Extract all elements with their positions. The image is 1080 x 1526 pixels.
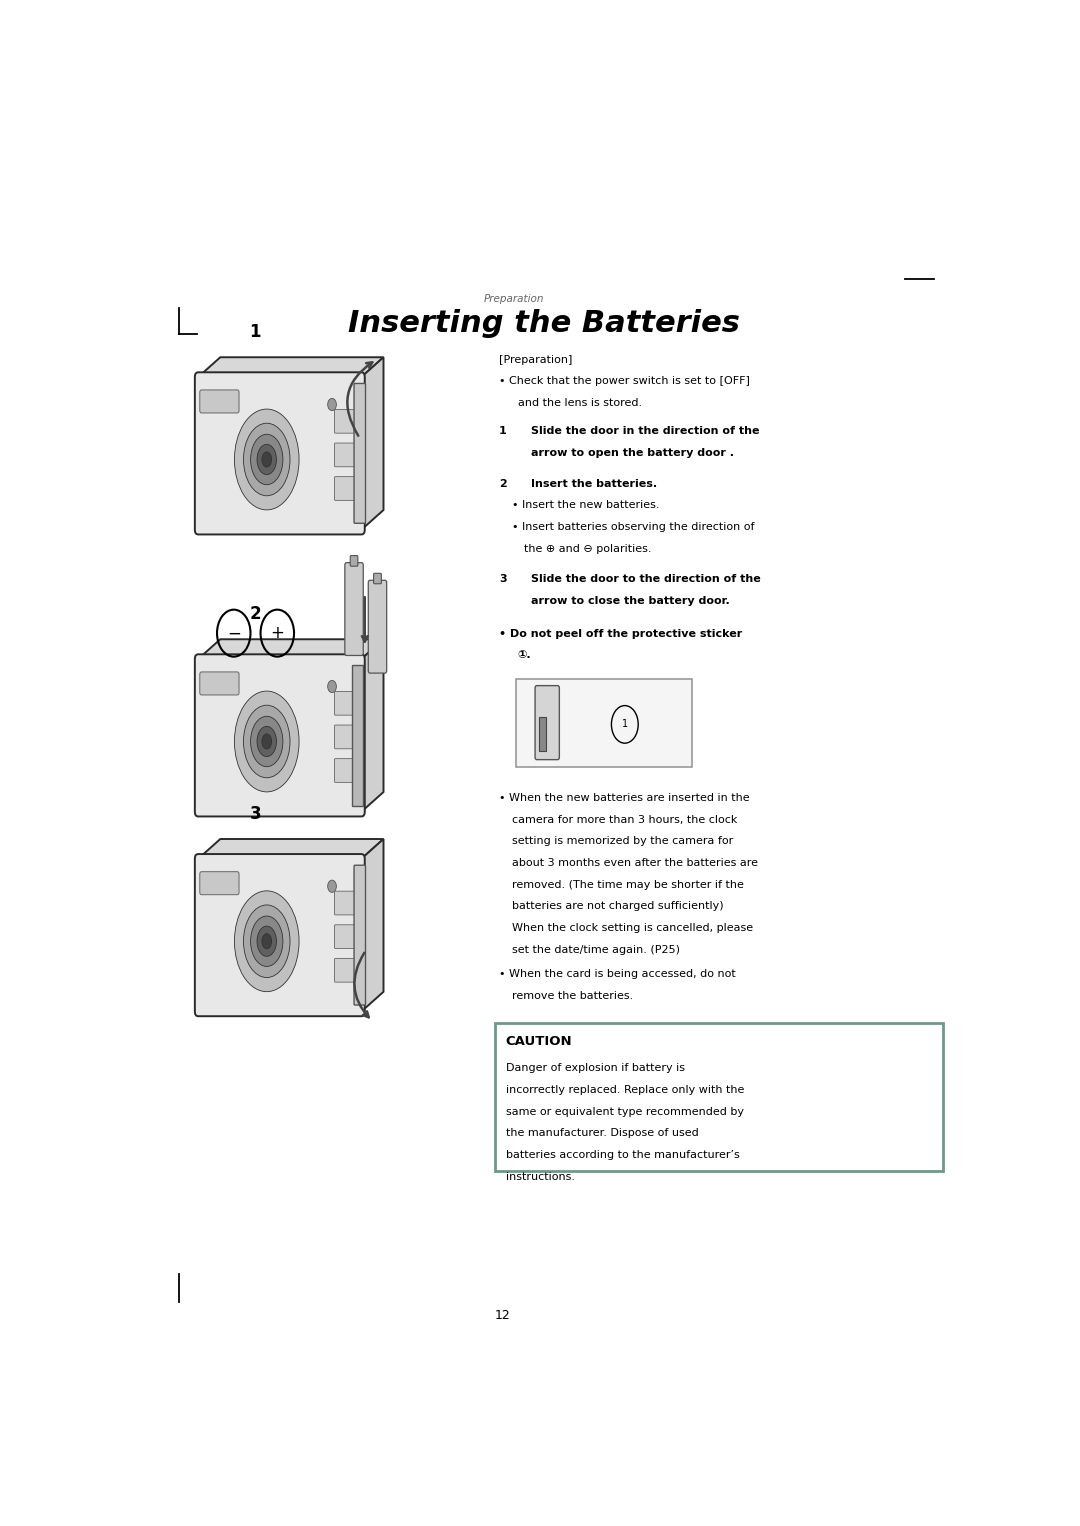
- Ellipse shape: [257, 726, 276, 757]
- Text: • Check that the power switch is set to [OFF]: • Check that the power switch is set to …: [499, 377, 750, 386]
- Polygon shape: [199, 839, 383, 859]
- Text: Insert the batteries.: Insert the batteries.: [531, 479, 657, 488]
- Circle shape: [327, 881, 336, 893]
- Polygon shape: [362, 639, 383, 812]
- Polygon shape: [199, 357, 383, 377]
- Ellipse shape: [243, 423, 291, 496]
- Text: set the date/time again. (P25): set the date/time again. (P25): [512, 945, 679, 955]
- Ellipse shape: [261, 452, 271, 467]
- FancyBboxPatch shape: [350, 555, 357, 566]
- FancyBboxPatch shape: [194, 372, 365, 534]
- Ellipse shape: [257, 444, 276, 475]
- Text: Preparation: Preparation: [484, 293, 544, 304]
- FancyBboxPatch shape: [335, 758, 355, 783]
- Text: 1: 1: [499, 426, 507, 436]
- FancyBboxPatch shape: [335, 476, 355, 501]
- Text: 3: 3: [249, 804, 261, 823]
- Text: Slide the door to the direction of the: Slide the door to the direction of the: [531, 574, 760, 584]
- Ellipse shape: [251, 916, 283, 966]
- Text: 3: 3: [499, 574, 507, 584]
- Text: incorrectly replaced. Replace only with the: incorrectly replaced. Replace only with …: [505, 1085, 744, 1096]
- FancyBboxPatch shape: [354, 865, 365, 1006]
- Text: 2: 2: [499, 479, 507, 488]
- Ellipse shape: [243, 905, 291, 978]
- FancyBboxPatch shape: [335, 891, 355, 916]
- Text: • Insert batteries observing the direction of: • Insert batteries observing the directi…: [512, 522, 754, 533]
- Ellipse shape: [234, 891, 299, 992]
- Text: camera for more than 3 hours, the clock: camera for more than 3 hours, the clock: [512, 815, 737, 824]
- FancyBboxPatch shape: [194, 855, 365, 1016]
- Text: Inserting the Batteries: Inserting the Batteries: [349, 308, 740, 337]
- Text: • When the card is being accessed, do not: • When the card is being accessed, do no…: [499, 969, 735, 978]
- FancyBboxPatch shape: [354, 383, 365, 523]
- Text: arrow to close the battery door.: arrow to close the battery door.: [531, 597, 730, 606]
- Text: batteries according to the manufacturer’s: batteries according to the manufacturer’…: [505, 1151, 740, 1160]
- Text: 2: 2: [249, 604, 261, 623]
- FancyBboxPatch shape: [352, 665, 363, 806]
- Text: −: −: [227, 624, 241, 642]
- Text: +: +: [270, 624, 284, 642]
- Text: remove the batteries.: remove the batteries.: [512, 990, 633, 1001]
- Ellipse shape: [261, 734, 271, 749]
- FancyBboxPatch shape: [335, 443, 355, 467]
- Text: Slide the door in the direction of the: Slide the door in the direction of the: [531, 426, 759, 436]
- Text: instructions.: instructions.: [505, 1172, 575, 1183]
- FancyBboxPatch shape: [335, 925, 355, 949]
- FancyBboxPatch shape: [516, 679, 691, 766]
- FancyBboxPatch shape: [200, 671, 239, 694]
- FancyBboxPatch shape: [335, 958, 355, 983]
- Polygon shape: [362, 357, 383, 530]
- FancyBboxPatch shape: [368, 580, 387, 673]
- FancyBboxPatch shape: [335, 725, 355, 749]
- Text: 12: 12: [495, 1309, 511, 1322]
- FancyBboxPatch shape: [200, 391, 239, 414]
- Ellipse shape: [243, 705, 291, 778]
- Text: the ⊕ and ⊖ polarities.: the ⊕ and ⊖ polarities.: [524, 543, 651, 554]
- Text: batteries are not charged sufficiently): batteries are not charged sufficiently): [512, 902, 724, 911]
- Text: • Do not peel off the protective sticker: • Do not peel off the protective sticker: [499, 629, 742, 638]
- Ellipse shape: [261, 934, 271, 949]
- Text: When the clock setting is cancelled, please: When the clock setting is cancelled, ple…: [512, 923, 753, 934]
- Text: 1: 1: [249, 324, 261, 340]
- Text: removed. (The time may be shorter if the: removed. (The time may be shorter if the: [512, 879, 743, 890]
- Text: • When the new batteries are inserted in the: • When the new batteries are inserted in…: [499, 794, 750, 803]
- Polygon shape: [362, 839, 383, 1012]
- FancyBboxPatch shape: [194, 655, 365, 816]
- Ellipse shape: [234, 409, 299, 510]
- FancyBboxPatch shape: [539, 717, 546, 751]
- Text: [Preparation]: [Preparation]: [499, 354, 572, 365]
- FancyBboxPatch shape: [495, 1024, 943, 1172]
- Ellipse shape: [234, 691, 299, 792]
- FancyBboxPatch shape: [535, 685, 559, 760]
- Ellipse shape: [251, 716, 283, 766]
- Text: arrow to open the battery door .: arrow to open the battery door .: [531, 449, 734, 458]
- Circle shape: [327, 398, 336, 410]
- Ellipse shape: [257, 926, 276, 957]
- Ellipse shape: [251, 435, 283, 485]
- Circle shape: [327, 681, 336, 693]
- Text: ①.: ①.: [517, 650, 531, 661]
- Text: about 3 months even after the batteries are: about 3 months even after the batteries …: [512, 858, 758, 868]
- FancyBboxPatch shape: [335, 691, 355, 716]
- Text: and the lens is stored.: and the lens is stored.: [517, 398, 642, 407]
- Text: setting is memorized by the camera for: setting is memorized by the camera for: [512, 836, 733, 847]
- Text: same or equivalent type recommended by: same or equivalent type recommended by: [505, 1106, 744, 1117]
- FancyBboxPatch shape: [200, 871, 239, 894]
- Text: 1: 1: [622, 719, 627, 729]
- FancyBboxPatch shape: [345, 563, 363, 656]
- Text: the manufacturer. Dispose of used: the manufacturer. Dispose of used: [505, 1128, 699, 1138]
- FancyBboxPatch shape: [335, 409, 355, 433]
- Text: CAUTION: CAUTION: [505, 1035, 572, 1048]
- Text: • Insert the new batteries.: • Insert the new batteries.: [512, 501, 659, 510]
- FancyBboxPatch shape: [374, 574, 381, 584]
- Text: Danger of explosion if battery is: Danger of explosion if battery is: [505, 1064, 685, 1073]
- Polygon shape: [199, 639, 383, 659]
